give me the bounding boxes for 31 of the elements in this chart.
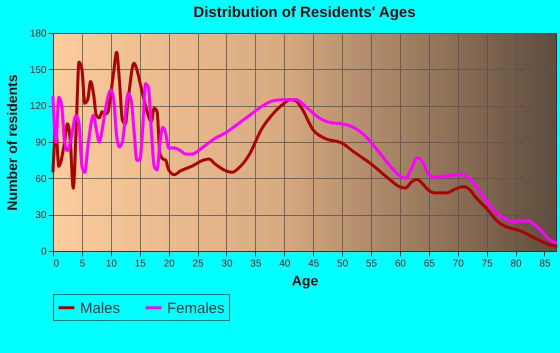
x-tick-label: 20 [164,258,176,270]
y-tick-label: 60 [35,174,47,185]
x-tick-label: 30 [221,258,233,270]
x-axis-title: Age [292,272,318,288]
x-tick-label: 80 [510,258,522,270]
x-tick-label: 15 [134,258,146,270]
y-tick-label: 0 [40,246,47,258]
line-series [52,82,558,244]
x-tick-label: 55 [366,258,378,270]
x-tick-label: 50 [337,258,349,270]
x-tick-label: 65 [424,258,436,270]
x-tick-label: 40 [279,258,291,270]
x-tick-label: 25 [192,258,204,270]
y-tick-label: 180 [30,28,47,40]
legend-label: Males [80,300,120,317]
y-tick-label: 150 [30,64,47,76]
y-tick-label: 120 [30,101,47,112]
x-tick-label: 35 [250,258,262,270]
x-tick-label: 70 [452,258,464,270]
x-tick-label: 10 [106,258,118,270]
x-tick-label: 85 [539,258,551,270]
chart-title: Distribution of Residents' Ages [193,4,416,21]
x-tick-label: 5 [80,258,86,270]
x-tick-label: 75 [482,258,494,270]
y-tick-label: 30 [35,210,47,222]
y-tick-label: 90 [35,138,47,148]
x-tick-label: 0 [54,258,60,270]
x-tick-label: 60 [394,258,406,270]
y-axis-title: Number of residents [4,74,20,211]
legend-label: Females [167,300,225,317]
x-tick-label: 45 [308,258,320,270]
